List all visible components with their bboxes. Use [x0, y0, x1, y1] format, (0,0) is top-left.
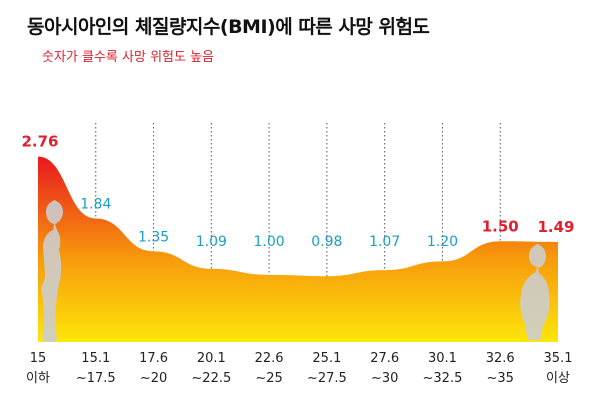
x-tick-label: 20.1 — [197, 351, 226, 366]
x-tick-label: ~35 — [487, 371, 514, 386]
chart-title: 동아시아인의 체질량지수(BMI)에 따른 사망 위험도 — [27, 16, 430, 38]
value-labels: 2.76 1.84 1.35 1.09 1.00 0.98 1.07 1.20 1.50 1.49 — [21, 133, 574, 250]
value-label: 1.49 — [537, 218, 574, 236]
x-tick-label: 25.1 — [312, 351, 341, 366]
value-label: 1.20 — [427, 234, 458, 250]
x-tick-label: 30.1 — [428, 351, 457, 366]
value-label: 1.50 — [482, 217, 519, 235]
x-tick-label: 15.1 — [81, 351, 110, 366]
x-tick-label: ~27.5 — [307, 371, 347, 386]
value-label: 1.09 — [196, 234, 227, 250]
value-label: 1.84 — [80, 196, 111, 212]
x-tick-label: 이하 — [26, 371, 50, 386]
x-tick-label: 22.6 — [255, 351, 284, 366]
x-tick-label: 17.6 — [139, 351, 168, 366]
chart-subtitle: 숫자가 클수록 사망 위험도 높음 — [42, 50, 215, 65]
figures — [41, 200, 550, 342]
slim-person-figure — [41, 200, 63, 342]
x-tick-label: ~17.5 — [76, 371, 116, 386]
x-tick-label: ~25 — [255, 371, 282, 386]
value-label: 1.07 — [369, 234, 400, 250]
value-label: 1.35 — [138, 229, 169, 245]
risk-area — [38, 156, 558, 342]
value-label: 1.00 — [254, 234, 285, 250]
x-tick-label: 32.6 — [486, 351, 515, 366]
x-tick-label: ~30 — [371, 371, 398, 386]
x-tick-label: ~22.5 — [191, 371, 231, 386]
x-tick-label: 35.1 — [544, 351, 573, 366]
x-tick-label: ~32.5 — [423, 371, 463, 386]
x-axis-labels: 15 이하 15.1 ~17.5 17.6 ~20 20.1 ~22.5 22.6 ~25 25.1… — [26, 351, 572, 386]
value-label: 2.76 — [21, 133, 58, 151]
value-label: 0.98 — [311, 234, 342, 250]
x-tick-label: 15 — [30, 351, 47, 366]
x-tick-label: 27.6 — [370, 351, 399, 366]
heavy-person-figure — [520, 244, 550, 340]
x-tick-label: ~20 — [140, 371, 167, 386]
x-tick-label: 이상 — [546, 371, 570, 386]
